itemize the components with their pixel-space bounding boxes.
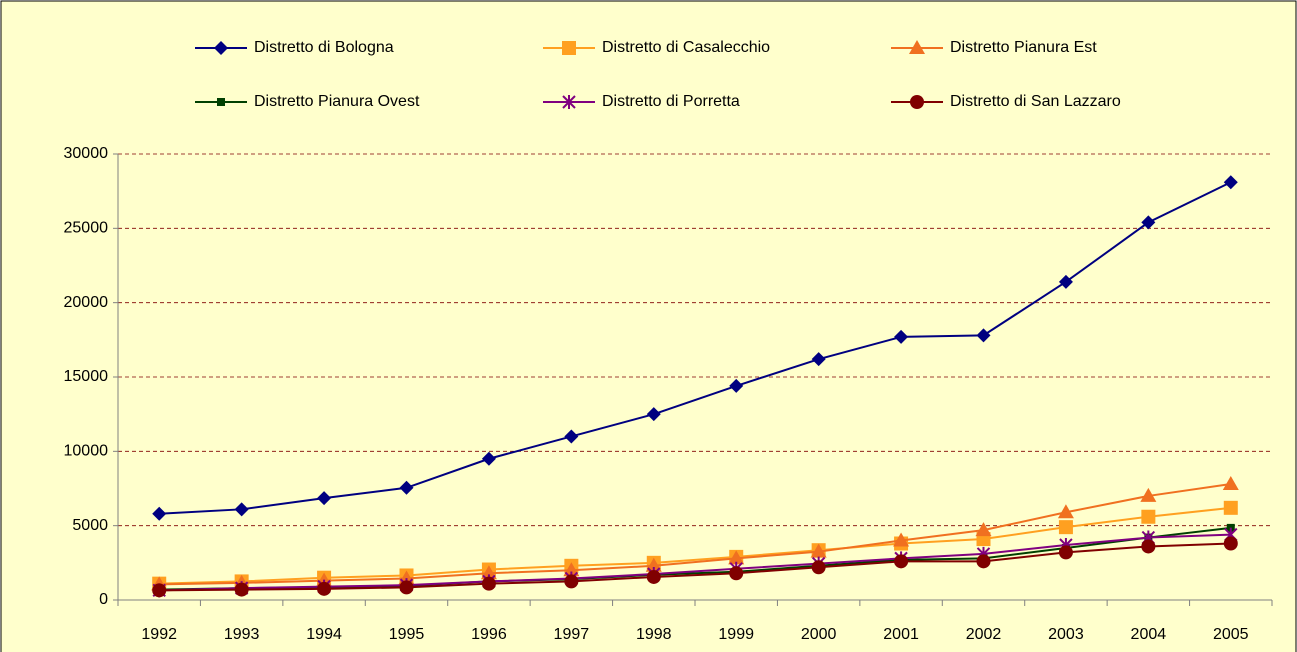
x-tick-label: 1997 — [554, 626, 590, 643]
x-tick-label: 2003 — [1048, 626, 1084, 643]
x-tick-label: 2002 — [966, 626, 1002, 643]
legend-label: Distretto di Bologna — [254, 39, 394, 56]
x-tick-label: 1992 — [141, 626, 177, 643]
marker — [729, 378, 744, 393]
marker — [1223, 500, 1238, 515]
legend-label: Distretto di Porretta — [602, 93, 740, 110]
marker — [1058, 520, 1073, 535]
marker — [811, 352, 826, 367]
marker — [1058, 545, 1073, 560]
series-line — [159, 533, 1231, 592]
x-tick-label: 2005 — [1213, 626, 1249, 643]
marker — [481, 451, 496, 466]
x-tick-label: 2004 — [1131, 626, 1167, 643]
marker — [1222, 476, 1239, 491]
marker — [1223, 536, 1238, 551]
x-tick-label: 1995 — [389, 626, 425, 643]
legend-label: Distretto Pianura Est — [950, 39, 1097, 56]
y-tick-label: 20000 — [64, 294, 109, 311]
marker — [563, 562, 580, 577]
marker — [1140, 487, 1157, 502]
legend-label: Distretto di Casalecchio — [602, 39, 770, 56]
marker — [1141, 539, 1156, 554]
marker — [976, 328, 991, 343]
x-tick-label: 1996 — [471, 626, 507, 643]
y-tick-label: 10000 — [64, 443, 109, 460]
series-line — [159, 506, 1231, 585]
series-line — [159, 542, 1231, 592]
marker — [976, 554, 991, 569]
legend-label: Distretto Pianura Ovest — [254, 93, 420, 110]
series-line — [159, 181, 1232, 515]
marker — [1057, 504, 1074, 519]
y-tick-label: 0 — [99, 591, 108, 608]
marker — [645, 557, 662, 572]
marker — [893, 532, 910, 547]
marker — [909, 40, 925, 54]
x-tick-label: 1998 — [636, 626, 672, 643]
marker — [399, 580, 414, 595]
x-tick-label: 1994 — [306, 626, 342, 643]
marker — [317, 581, 332, 596]
y-tick-label: 30000 — [64, 145, 109, 162]
marker — [317, 491, 332, 506]
marker — [1141, 509, 1156, 524]
marker — [646, 569, 661, 584]
marker — [217, 98, 225, 106]
marker — [894, 329, 909, 344]
y-tick-label: 5000 — [72, 517, 108, 534]
marker — [480, 565, 497, 580]
marker — [214, 41, 228, 55]
marker — [810, 543, 827, 558]
marker — [729, 566, 744, 581]
marker — [811, 560, 826, 575]
marker — [646, 407, 661, 422]
series-line — [159, 483, 1231, 586]
marker — [234, 582, 249, 597]
marker — [975, 522, 992, 537]
marker — [564, 429, 579, 444]
marker — [1058, 274, 1073, 289]
x-tick-label: 2001 — [883, 626, 919, 643]
x-tick-label: 2000 — [801, 626, 837, 643]
marker — [562, 95, 576, 109]
marker — [152, 506, 167, 521]
marker — [152, 583, 167, 598]
legend-label: Distretto di San Lazzaro — [950, 93, 1121, 110]
marker — [562, 41, 576, 55]
marker — [399, 480, 414, 495]
marker — [564, 574, 579, 589]
marker — [728, 550, 745, 565]
marker — [910, 95, 924, 109]
marker — [1223, 175, 1238, 190]
marker — [1141, 215, 1156, 230]
x-tick-label: 1993 — [224, 626, 260, 643]
y-tick-label: 15000 — [64, 368, 109, 385]
marker — [234, 502, 249, 517]
marker — [481, 576, 496, 591]
marker — [894, 554, 909, 569]
y-tick-label: 25000 — [64, 220, 109, 237]
x-tick-label: 1999 — [718, 626, 754, 643]
